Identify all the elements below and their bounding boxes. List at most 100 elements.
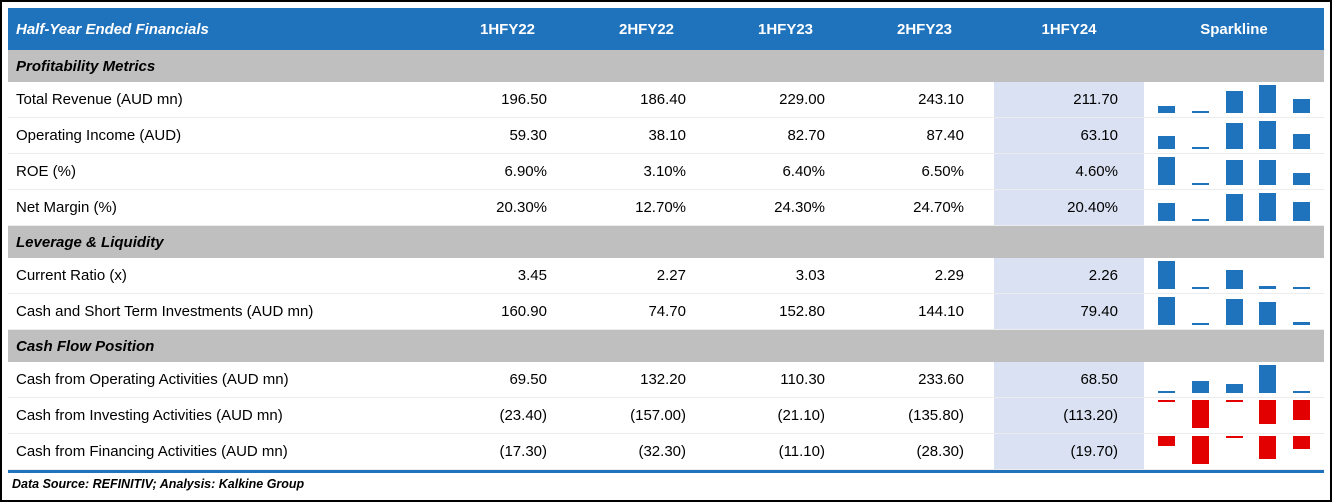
metric-value: (28.30) — [916, 443, 964, 460]
table-row: Current Ratio (x) 3.45 2.27 3.03 2.29 2.26 — [8, 258, 1324, 294]
section-header-row: Cash Flow Position — [8, 330, 1324, 362]
sparkline-bar — [1259, 436, 1277, 459]
col-header-sparkline: Sparkline — [1200, 20, 1268, 38]
metric-value: 24.70% — [913, 199, 964, 216]
metric-value: 6.50% — [921, 163, 964, 180]
sparkline-bar — [1191, 111, 1209, 113]
table-row: Net Margin (%) 20.30% 12.70% 24.30% 24.70% 20… — [8, 190, 1324, 226]
metric-value: 233.60 — [918, 371, 964, 388]
metric-value: 243.10 — [918, 91, 964, 108]
sparkline-bar — [1158, 391, 1175, 393]
metric-value: 229.00 — [779, 91, 825, 108]
table-row: Cash from Investing Activities (AUD mn) (… — [8, 398, 1324, 434]
sparkline-bar — [1158, 136, 1175, 149]
metric-value: (11.10) — [778, 443, 825, 460]
sparkline-bar — [1293, 202, 1310, 221]
metric-value: (21.10) — [777, 407, 825, 424]
sparkline-bar — [1158, 400, 1175, 402]
metric-value: (32.30) — [638, 443, 686, 460]
table-row: Cash from Operating Activities (AUD mn) 6… — [8, 362, 1324, 398]
metric-label: Operating Income (AUD) — [16, 127, 182, 144]
metric-value: 152.80 — [779, 303, 825, 320]
metric-value: 38.10 — [648, 127, 686, 144]
section-label: Leverage & Liquidity — [16, 233, 164, 251]
metric-value: 2.26 — [994, 258, 1144, 293]
metric-value: 160.90 — [501, 303, 547, 320]
source-note: Data Source: REFINITIV; Analysis: Kalkin… — [12, 476, 305, 491]
metric-value: 6.90% — [504, 163, 547, 180]
sparkline-bar — [1259, 365, 1277, 393]
sparkline — [1144, 190, 1324, 225]
metric-value: 3.45 — [517, 267, 547, 284]
sparkline — [1144, 82, 1324, 117]
table-row: Cash and Short Term Investments (AUD mn)… — [8, 294, 1324, 330]
table-row: Cash from Financing Activities (AUD mn) (… — [8, 434, 1324, 470]
sparkline-bar — [1225, 270, 1243, 289]
sparkline-bar — [1293, 287, 1310, 289]
metric-label: Cash from Operating Activities (AUD mn) — [16, 371, 289, 388]
metric-value: 24.30% — [774, 199, 825, 216]
table-row: ROE (%) 6.90% 3.10% 6.40% 6.50% 4.60% — [8, 154, 1324, 190]
table-body: Profitability Metrics Total Revenue (AUD … — [8, 50, 1324, 470]
table-row: Operating Income (AUD) 59.30 38.10 82.70 87.… — [8, 118, 1324, 154]
sparkline-bar — [1158, 203, 1175, 221]
metric-label: ROE (%) — [16, 163, 76, 180]
metric-value: 68.50 — [994, 362, 1144, 397]
sparkline-bar — [1191, 436, 1209, 464]
metric-value: 3.10% — [643, 163, 686, 180]
metric-value: 82.70 — [787, 127, 825, 144]
metric-value: 2.27 — [656, 267, 686, 284]
metric-value: 69.50 — [509, 371, 547, 388]
section-header-row: Profitability Metrics — [8, 50, 1324, 82]
metric-value: (23.40) — [499, 407, 547, 424]
section-label: Cash Flow Position — [16, 337, 155, 355]
sparkline — [1144, 258, 1324, 293]
sparkline — [1144, 362, 1324, 397]
metric-value: 2.29 — [934, 267, 964, 284]
sparkline-bar — [1225, 123, 1243, 149]
metric-value: (135.80) — [908, 407, 964, 424]
table-row: Total Revenue (AUD mn) 196.50 186.40 229.00… — [8, 82, 1324, 118]
metric-label: Net Margin (%) — [16, 199, 117, 216]
metric-value: (113.20) — [994, 398, 1144, 433]
sparkline — [1144, 118, 1324, 153]
metric-value: 4.60% — [994, 154, 1144, 189]
col-header-2hfy22: 2HFY22 — [618, 20, 675, 38]
metric-label: Cash and Short Term Investments (AUD mn) — [16, 303, 314, 320]
metric-value: 6.40% — [782, 163, 825, 180]
sparkline-bar — [1191, 287, 1209, 289]
sparkline-bar — [1293, 400, 1310, 420]
table-header-row: Half-Year Ended Financials 1HFY22 2HFY22… — [8, 8, 1324, 50]
sparkline-bar — [1259, 160, 1277, 185]
metric-value: (157.00) — [630, 407, 686, 424]
sparkline-bar — [1225, 299, 1243, 325]
sparkline-bar — [1158, 261, 1175, 289]
sparkline-bar — [1293, 391, 1310, 393]
table-title: Half-Year Ended Financials — [16, 20, 209, 38]
bottom-accent-line — [8, 470, 1324, 473]
metric-label: Total Revenue (AUD mn) — [16, 91, 183, 108]
sparkline — [1144, 398, 1324, 433]
section-label: Profitability Metrics — [16, 57, 156, 75]
metric-value: (19.70) — [994, 434, 1144, 469]
col-header-2hfy23: 2HFY23 — [896, 20, 953, 38]
sparkline-bar — [1225, 436, 1243, 438]
metric-value: 196.50 — [501, 91, 547, 108]
sparkline-bar — [1191, 183, 1209, 185]
sparkline-bar — [1259, 400, 1277, 424]
metric-value: 12.70% — [635, 199, 686, 216]
metric-label: Cash from Investing Activities (AUD mn) — [16, 407, 283, 424]
sparkline-bar — [1259, 286, 1277, 289]
sparkline-bar — [1225, 91, 1243, 113]
metric-value: 3.03 — [795, 267, 825, 284]
sparkline-bar — [1225, 400, 1243, 402]
sparkline-bar — [1259, 85, 1277, 113]
sparkline-bar — [1293, 322, 1310, 325]
metric-value: 110.30 — [780, 371, 825, 388]
section-header-row: Leverage & Liquidity — [8, 226, 1324, 258]
sparkline-bar — [1191, 400, 1209, 428]
metric-value: 211.70 — [994, 82, 1144, 117]
sparkline-bar — [1191, 219, 1209, 221]
sparkline-bar — [1293, 134, 1310, 149]
